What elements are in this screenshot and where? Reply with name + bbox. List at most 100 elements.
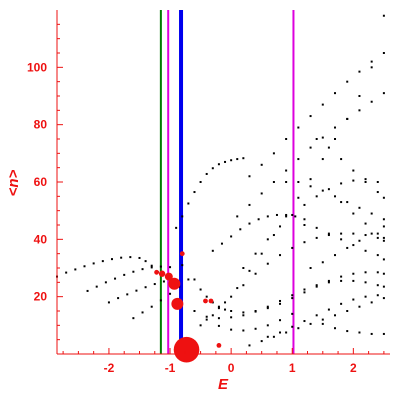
data-point-s4 (205, 172, 208, 175)
data-point-s8 (327, 188, 330, 191)
data-point-s21 (199, 288, 202, 291)
data-point-s15 (303, 320, 306, 323)
data-point-s22 (230, 235, 233, 238)
data-point-s7 (309, 146, 312, 149)
data-point-s1 (86, 289, 89, 292)
data-point-s8 (279, 225, 282, 228)
data-point-s13 (364, 281, 367, 284)
data-point-s17 (260, 340, 263, 343)
x-tick-label: -1 (165, 361, 176, 375)
data-point-s14 (376, 271, 379, 274)
data-point-s12 (376, 254, 379, 257)
data-point-s3 (159, 299, 162, 302)
data-point-s7 (358, 109, 361, 112)
highlight-point (208, 298, 214, 304)
data-point-s5 (334, 138, 337, 140)
data-point-s12 (352, 244, 355, 247)
data-point-s19 (346, 246, 349, 249)
data-point-s6 (285, 138, 288, 140)
data-point-s2 (153, 283, 156, 286)
data-point-s4 (230, 159, 233, 162)
data-point-s20 (370, 332, 373, 335)
data-point-s2 (144, 286, 147, 289)
data-point-s17 (370, 301, 373, 304)
data-point-s22 (257, 218, 260, 221)
data-point-s17 (346, 310, 349, 312)
y-tick-label: 100 (27, 60, 47, 74)
data-point-s13 (291, 294, 294, 297)
x-axis-label: E (218, 376, 229, 393)
data-point-s9 (266, 262, 269, 265)
data-point-s22 (239, 228, 242, 231)
data-point-s13 (266, 305, 269, 308)
data-point-s7 (236, 215, 239, 218)
data-point-s9 (230, 295, 233, 298)
data-point-s7 (248, 203, 251, 206)
data-point-s6 (309, 115, 312, 118)
data-point-s2 (135, 289, 138, 292)
data-point-s15 (364, 295, 367, 298)
data-point-s14 (217, 307, 220, 310)
data-point-s16 (291, 312, 294, 315)
data-point-s8 (352, 179, 355, 182)
data-point-s12 (303, 224, 306, 226)
data-point-s13 (303, 288, 306, 291)
data-point-s6 (272, 152, 275, 155)
data-point-s22 (285, 213, 288, 216)
data-point-s15 (291, 325, 294, 328)
highlight-point (216, 343, 222, 348)
data-point-s18 (340, 201, 343, 204)
data-point-s20 (334, 327, 337, 330)
data-point-s8 (376, 181, 379, 183)
data-point-s3 (169, 292, 172, 295)
highlighted-points (154, 251, 222, 363)
data-point-s5 (297, 196, 300, 199)
data-point-s11 (340, 158, 343, 161)
data-point-s16 (254, 327, 257, 330)
data-point-s9 (352, 232, 355, 235)
data-point-s15 (315, 314, 318, 317)
data-point-s1 (123, 273, 126, 276)
x-tick-label: 1 (289, 361, 296, 375)
data-point-s11 (376, 191, 379, 194)
data-point-s3 (187, 278, 190, 281)
data-point-s16 (217, 324, 220, 327)
data-point-s1 (150, 266, 153, 269)
data-point-s10 (334, 195, 337, 198)
data-point-s8 (291, 213, 294, 216)
data-point-s18 (352, 212, 355, 215)
data-point-s14 (352, 272, 355, 275)
data-point-s0 (120, 256, 123, 259)
data-point-s10 (370, 212, 373, 215)
data-point-s4 (217, 163, 220, 166)
data-point-s4 (175, 226, 178, 229)
data-point-s4 (211, 167, 214, 170)
data-point-s14 (279, 302, 282, 305)
data-point-s16 (279, 319, 282, 322)
data-point-s9 (364, 234, 367, 237)
data-point-s17 (285, 331, 288, 334)
data-point-s14 (242, 311, 245, 314)
data-point-s1 (159, 265, 162, 268)
data-point-s9 (254, 272, 257, 275)
data-point-s13 (327, 281, 330, 284)
data-point-s5 (260, 252, 263, 255)
data-point-s18 (364, 222, 367, 225)
data-points (56, 14, 385, 347)
data-point-s22 (266, 215, 269, 218)
data-point-s14 (303, 291, 306, 294)
y-tick-label: 20 (34, 290, 48, 304)
data-point-s4 (236, 158, 239, 161)
data-point-s13 (352, 279, 355, 282)
data-point-s7 (272, 181, 275, 183)
data-point-s7 (260, 192, 263, 195)
data-point-s18 (382, 236, 385, 239)
data-point-s13 (217, 317, 220, 320)
data-point-s17 (321, 318, 324, 321)
data-point-s13 (382, 285, 385, 288)
data-point-s16 (193, 310, 196, 312)
data-point-s6 (346, 80, 349, 83)
data-point-s8 (254, 252, 257, 255)
data-point-s1 (141, 268, 144, 271)
data-point-s2 (126, 293, 129, 296)
